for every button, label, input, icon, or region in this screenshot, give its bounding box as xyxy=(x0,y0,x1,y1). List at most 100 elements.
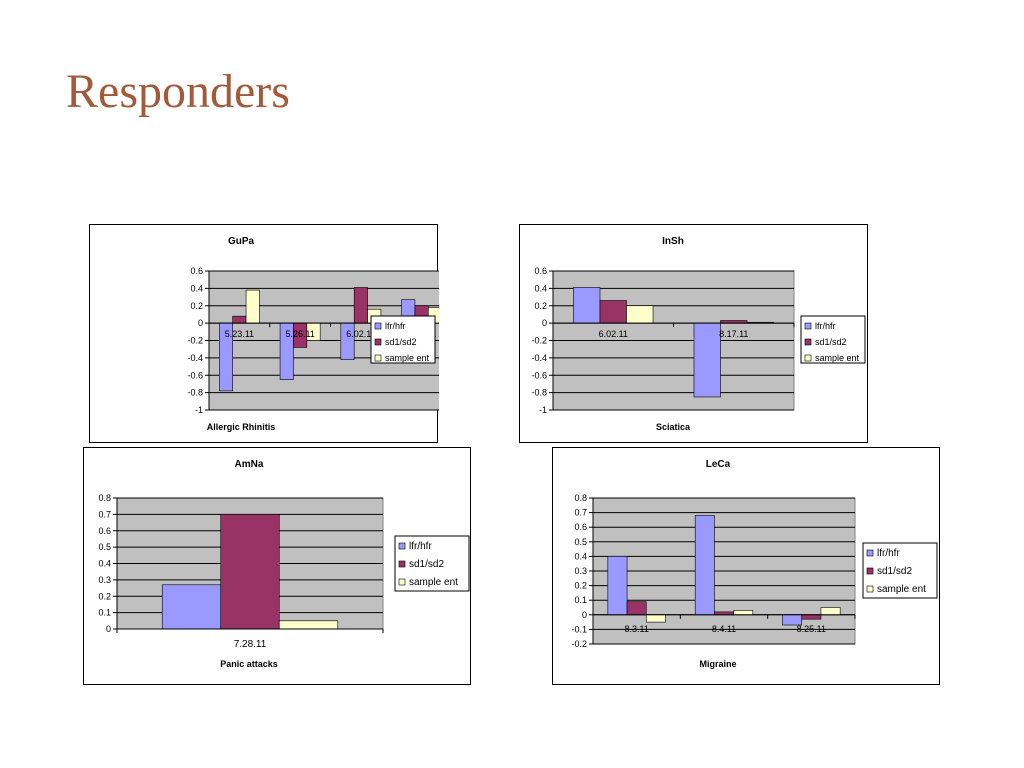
chart-2-legend-label: sd1/sd2 xyxy=(409,559,444,570)
chart-1-bar-series0-cat0 xyxy=(573,287,601,324)
chart-1-y-tick-label: -0.6 xyxy=(531,370,547,380)
chart-2-bar-series1-cat0 xyxy=(220,514,280,630)
slide-title: Responders xyxy=(66,65,290,118)
chart-1-y-tick-label: 0.6 xyxy=(534,266,547,276)
chart-0-y-tick-label: -0.6 xyxy=(187,370,203,380)
chart-0-legend-swatch xyxy=(374,338,382,346)
chart-0-title: GuPa xyxy=(228,236,255,247)
chart-2-legend-swatch xyxy=(398,560,406,568)
chart-3-y-tick-label: -0.1 xyxy=(571,624,587,634)
chart-0-y-tick-label: 0.2 xyxy=(190,301,203,311)
chart-0-bar-series1-cat0 xyxy=(232,315,247,324)
chart-2-y-tick-label: 0.6 xyxy=(98,526,111,536)
chart-2-y-tick-label: 0.3 xyxy=(98,575,111,585)
chart-3-legend-swatch xyxy=(866,549,874,557)
chart-0-y-tick-label: 0.6 xyxy=(190,266,203,276)
chart-3-y-tick-label: 0.8 xyxy=(574,493,587,503)
chart-3-legend-label: sample ent xyxy=(877,584,926,595)
chart-1-bar-series1-cat0 xyxy=(599,300,627,324)
chart-1-y-tick-label: 0.4 xyxy=(534,283,547,293)
chart-2-y-tick-label: 0.4 xyxy=(98,559,111,569)
chart-2-legend-label: lfr/hfr xyxy=(409,541,432,552)
chart-0-category-label: 5.23.11 xyxy=(225,329,254,339)
chart-2-x-axis-label: Panic attacks xyxy=(220,659,278,669)
chart-2-bar-series2-cat0 xyxy=(278,620,339,630)
chart-3-bar-series2-cat1 xyxy=(733,610,754,616)
chart-2-bar-series0-cat0 xyxy=(161,584,222,630)
chart-2-title: AmNa xyxy=(235,459,264,470)
chart-1-bar-series0-cat1 xyxy=(693,322,721,398)
chart-0-legend-label: lfr/hfr xyxy=(385,321,406,331)
chart-0-legend xyxy=(370,315,436,364)
chart-3-legend-swatch xyxy=(866,567,874,575)
chart-3-legend-label: sd1/sd2 xyxy=(877,566,912,577)
chart-0-y-tick-label: -0.4 xyxy=(187,353,203,363)
chart-1-category-label: 6.02.11 xyxy=(599,329,628,339)
chart-1-y-tick-label: -1 xyxy=(539,405,547,415)
chart-1-x-axis-label: Sciatica xyxy=(656,422,691,432)
chart-3-y-tick-label: 0 xyxy=(582,610,587,620)
chart-insh: 0.6 0.4 0.2 0 -0.2 -0.4 -0.6 -0.8 -1 6.02.11 8.17.… xyxy=(519,224,868,443)
chart-amna: 0.8 0.7 0.6 0.5 0.4 0.3 0.2 0.1 0 7.28.11 AmNa Pani… xyxy=(83,447,471,685)
chart-3-category-label: 8.3.11 xyxy=(624,624,648,634)
chart-1-y-tick-label: 0 xyxy=(542,318,547,328)
chart-2-legend xyxy=(394,535,470,592)
chart-3-x-axis-label: Migraine xyxy=(699,659,736,669)
chart-1-legend-swatch xyxy=(804,322,812,330)
chart-1-y-tick-label: -0.2 xyxy=(531,336,547,346)
chart-3-y-tick-label: 0.6 xyxy=(574,522,587,532)
chart-3-y-tick-label: 0.1 xyxy=(574,595,587,605)
chart-1-legend-label: lfr/hfr xyxy=(815,321,836,331)
chart-3-y-tick-label: 0.5 xyxy=(574,537,587,547)
chart-3-legend-label: lfr/hfr xyxy=(877,548,900,559)
chart-0-y-tick-label: -0.8 xyxy=(187,388,203,398)
chart-2-y-tick-label: 0 xyxy=(106,624,111,634)
chart-1-legend-swatch xyxy=(804,338,812,346)
chart-0-x-axis-label: Allergic Rhinitis xyxy=(207,422,276,432)
chart-1-y-tick-label: -0.4 xyxy=(531,353,547,363)
chart-2-category-label: 7.28.11 xyxy=(234,639,267,650)
chart-0-legend-label: sd1/sd2 xyxy=(385,337,417,347)
chart-1-bar-series2-cat0 xyxy=(626,305,654,324)
chart-3-category-label: 8.25.11 xyxy=(797,624,826,634)
chart-1-legend-swatch xyxy=(804,354,812,362)
chart-3-bar-series1-cat2 xyxy=(801,614,822,620)
chart-2-y-tick-label: 0.5 xyxy=(98,542,111,552)
chart-3-y-tick-label: 0.4 xyxy=(574,551,587,561)
chart-3-category-label: 8.4.11 xyxy=(712,624,736,634)
chart-3-title: LeCa xyxy=(706,459,731,470)
chart-1-legend-label: sd1/sd2 xyxy=(815,337,847,347)
chart-3-bar-series0-cat1 xyxy=(694,515,715,616)
chart-insh-svg: 0.6 0.4 0.2 0 -0.2 -0.4 -0.6 -0.8 -1 6.02.11 8.17.… xyxy=(531,236,866,432)
chart-1-title: InSh xyxy=(662,236,684,247)
chart-3-legend-swatch xyxy=(866,585,874,593)
chart-1-y-tick-label: -0.8 xyxy=(531,388,547,398)
chart-0-bar-series2-cat0 xyxy=(245,289,260,324)
chart-3-bar-series0-cat0 xyxy=(607,556,628,616)
chart-3-bar-series2-cat0 xyxy=(645,614,666,623)
chart-0-legend-swatch xyxy=(374,354,382,362)
chart-0-category-label: 6.02.11 xyxy=(346,329,375,339)
chart-amna-svg: 0.8 0.7 0.6 0.5 0.4 0.3 0.2 0.1 0 7.28.11 AmNa Pani… xyxy=(98,459,470,669)
chart-2-legend-swatch xyxy=(398,542,406,550)
chart-2-y-tick-label: 0.7 xyxy=(98,509,111,519)
chart-3-y-tick-label: -0.2 xyxy=(571,639,587,649)
chart-leca-svg: 0.8 0.7 0.6 0.5 0.4 0.3 0.2 0.1 0 -0.1 -0.2 8.3.11 8… xyxy=(571,459,938,669)
chart-leca: 0.8 0.7 0.6 0.5 0.4 0.3 0.2 0.1 0 -0.1 -0.2 8.3.11 8… xyxy=(552,447,940,685)
chart-3-legend xyxy=(862,542,938,599)
chart-3-y-tick-label: 0.3 xyxy=(574,566,587,576)
chart-2-legend-label: sample ent xyxy=(409,577,458,588)
chart-0-y-tick-label: 0.4 xyxy=(190,283,203,293)
chart-2-y-tick-label: 0.1 xyxy=(98,608,111,618)
chart-gupa: 0.6 0.4 0.2 0 -0.2 -0.4 -0.6 -0.8 -1 5.23.11 5.26.… xyxy=(89,224,439,443)
chart-1-category-label: 8.17.11 xyxy=(719,329,748,339)
chart-0-legend-swatch xyxy=(374,322,382,330)
chart-0-category-label: 5.26.11 xyxy=(285,329,314,339)
chart-3-y-tick-label: 0.7 xyxy=(574,508,587,518)
chart-2-legend-swatch xyxy=(398,578,406,586)
chart-1-legend-label: sample ent xyxy=(815,353,860,363)
chart-gupa-svg: 0.6 0.4 0.2 0 -0.2 -0.4 -0.6 -0.8 -1 5.23.11 5.26.… xyxy=(187,236,439,432)
chart-0-y-tick-label: -1 xyxy=(195,405,203,415)
chart-1-legend xyxy=(800,315,866,364)
chart-2-y-tick-label: 0.2 xyxy=(98,591,111,601)
